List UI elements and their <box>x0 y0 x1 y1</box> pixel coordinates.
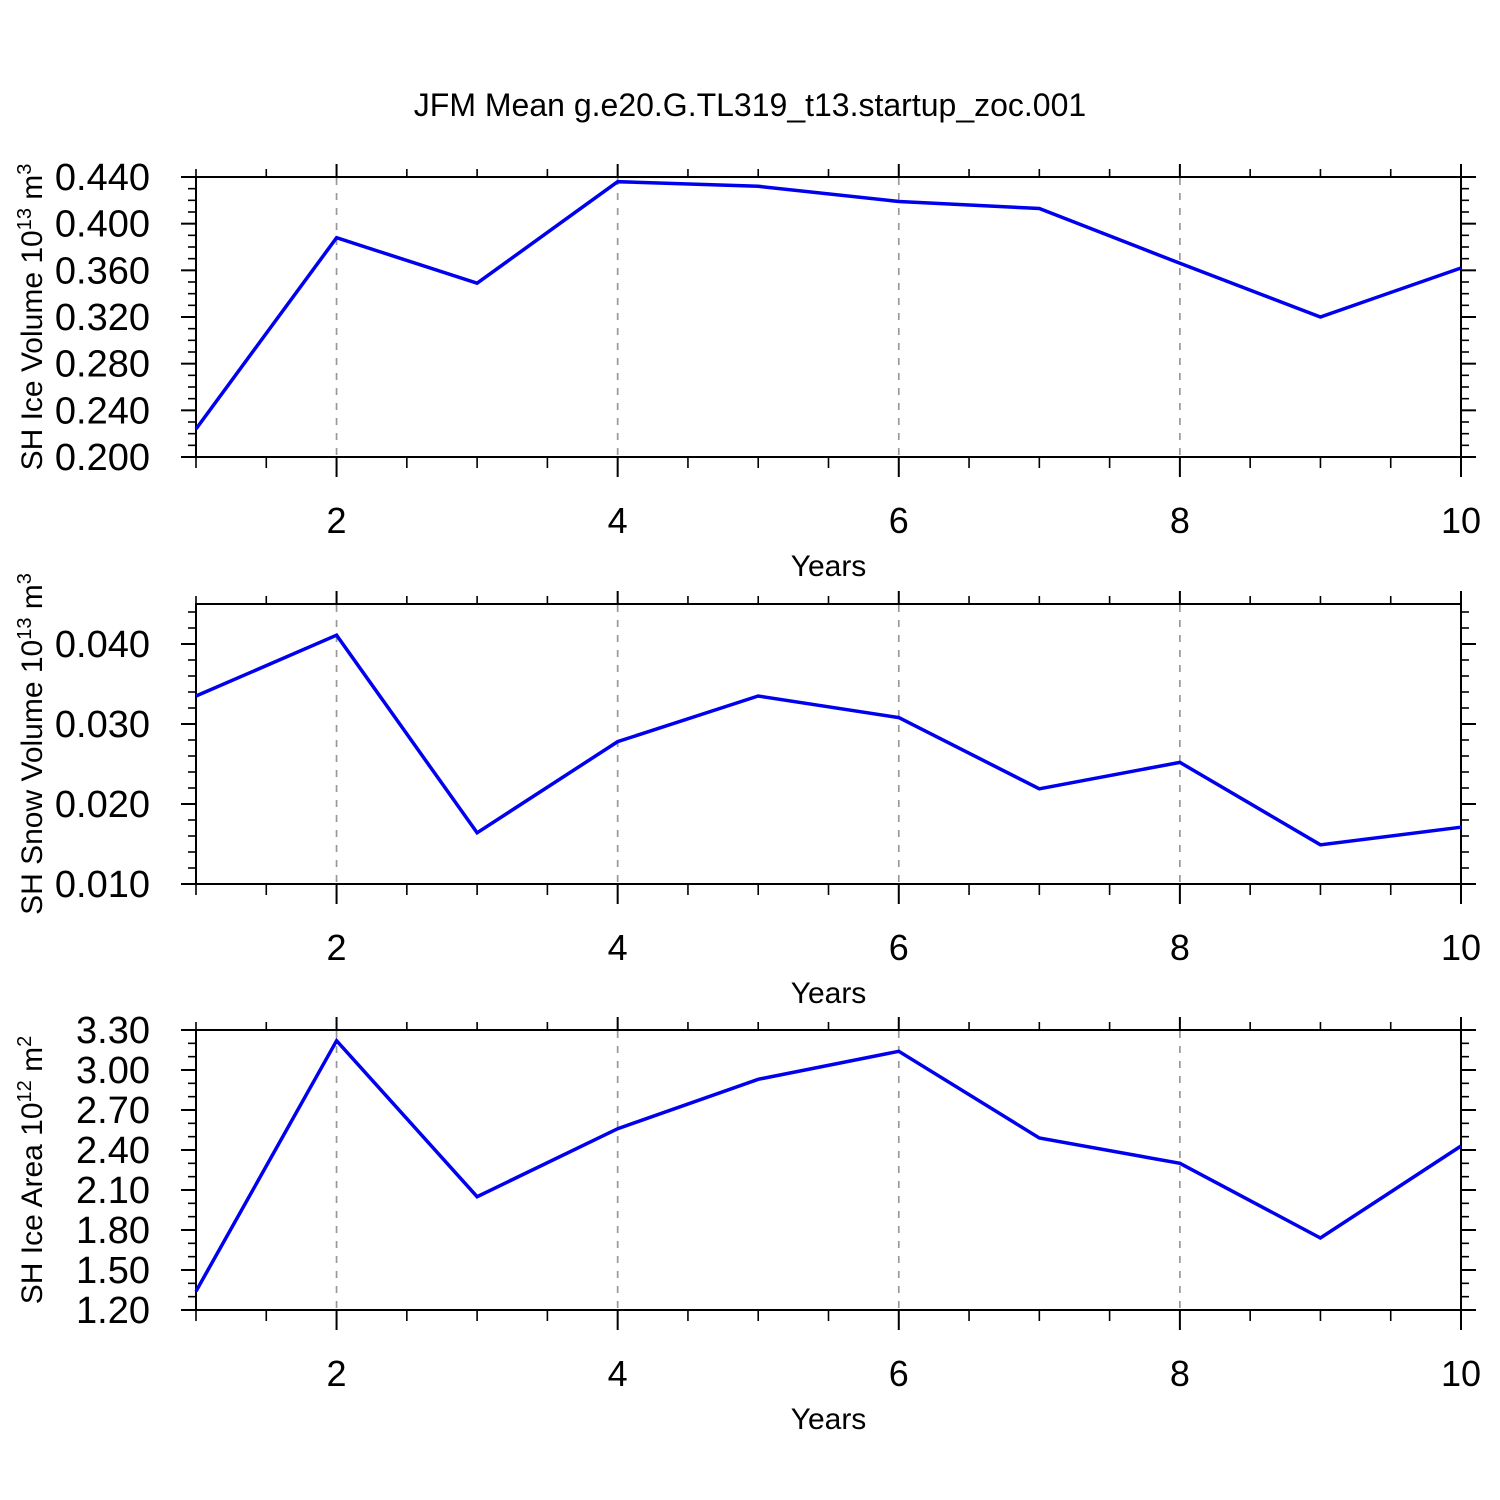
x-tick-label: 8 <box>1170 1353 1190 1394</box>
data-line-sh-snow-volume <box>195 633 1462 847</box>
x-tick-label: 2 <box>327 927 347 968</box>
y-axis-title-part: m <box>16 584 49 617</box>
y-axis-title-sup: 13 <box>14 618 36 640</box>
y-tick-label: 2.10 <box>76 1170 150 1212</box>
x-tick-label: 6 <box>889 1353 909 1394</box>
panel-sh-ice-area: 1.201.501.802.102.402.703.003.30 2 4 6 8 10 Ye… <box>14 1010 1481 1436</box>
y-tick-label: 0.040 <box>55 624 150 666</box>
y-tick-label: 0.200 <box>55 437 150 479</box>
y-tick-label: 3.00 <box>76 1050 150 1092</box>
y-axis-title-part: m <box>16 1047 49 1080</box>
x-axis-title: Years <box>791 550 867 583</box>
y-tick-label: 1.20 <box>76 1290 150 1332</box>
x-tick-label: 8 <box>1170 500 1190 541</box>
y-tick-label: 0.280 <box>55 344 150 386</box>
x-tick-label: 4 <box>608 500 628 541</box>
chart-title: JFM Mean g.e20.G.TL319_t13.startup_zoc.0… <box>414 87 1086 123</box>
x-tick-label: 4 <box>608 927 628 968</box>
y-tick-label: 2.40 <box>76 1130 150 1172</box>
x-tick-label: 2 <box>327 500 347 541</box>
y-tick-label: 0.360 <box>55 250 150 292</box>
y-axis-title-part: m <box>16 175 49 208</box>
y-tick-label: 0.240 <box>55 390 150 432</box>
y-axis-title: SH Snow Volume 1013 m3 <box>14 573 49 915</box>
y-tick-label: 1.50 <box>76 1250 150 1292</box>
y-axis-title-sup: 12 <box>14 1080 36 1102</box>
x-tick-label: 4 <box>608 1353 628 1394</box>
plot-frame <box>195 603 1462 885</box>
data-line-sh-ice-volume <box>194 179 1462 431</box>
y-axis-title: SH Ice Area 1012 m2 <box>14 1036 49 1305</box>
x-tick-label: 10 <box>1441 1353 1481 1394</box>
y-axis-title-sup: 3 <box>14 164 36 175</box>
x-tick-label: 10 <box>1441 927 1481 968</box>
x-tick-label: 8 <box>1170 927 1190 968</box>
plot-frame <box>195 1029 1462 1311</box>
y-axis-title: SH Ice Volume 1013 m3 <box>14 164 49 471</box>
y-tick-label: 0.320 <box>55 297 150 339</box>
y-tick-label: 0.010 <box>55 864 150 906</box>
data-line-sh-ice-area <box>194 1037 1462 1293</box>
x-tick-label: 6 <box>889 927 909 968</box>
y-axis-title-part: SH Snow Volume 10 <box>16 640 49 915</box>
panel-sh-snow-volume: 0.010 0.020 0.030 0.040 2 4 6 8 10 Years SH Snow V… <box>14 573 1481 1010</box>
x-axis-title: Years <box>791 977 867 1010</box>
y-tick-label: 0.440 <box>55 157 150 199</box>
x-axis-title: Years <box>791 1403 867 1436</box>
y-tick-label: 3.30 <box>76 1010 150 1052</box>
x-tick-label: 2 <box>327 1353 347 1394</box>
y-axis-title-sup: 2 <box>14 1036 36 1047</box>
x-tick-label: 10 <box>1441 500 1481 541</box>
plot-frame <box>195 176 1462 458</box>
y-tick-label: 0.400 <box>55 204 150 246</box>
y-tick-label: 2.70 <box>76 1090 150 1132</box>
y-tick-label: 1.80 <box>76 1210 150 1252</box>
y-axis-title-sup: 13 <box>14 208 36 230</box>
y-axis-title-sup: 3 <box>14 573 36 584</box>
y-axis-title-part: SH Ice Volume 10 <box>16 230 49 470</box>
y-tick-label: 0.030 <box>55 704 150 746</box>
y-axis-title-part: SH Ice Area 10 <box>16 1102 49 1304</box>
x-tick-label: 6 <box>889 500 909 541</box>
y-tick-label: 0.020 <box>55 784 150 826</box>
